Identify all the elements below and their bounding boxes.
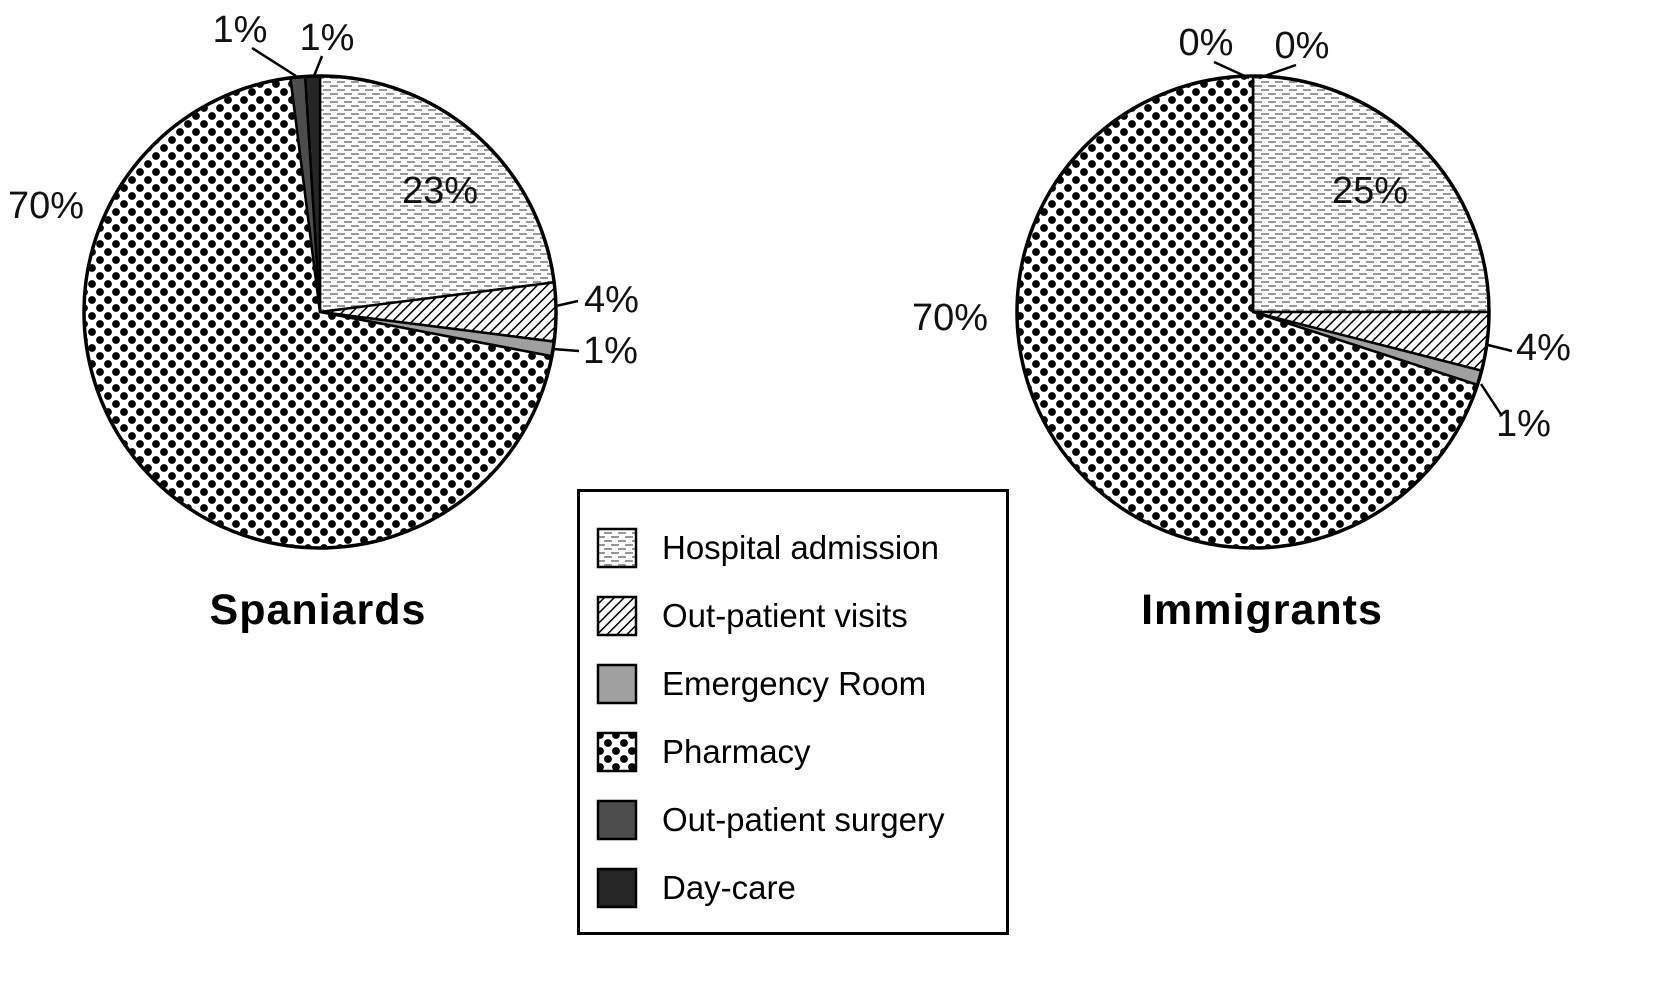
- value-label-pharmacy: 70%: [8, 185, 84, 227]
- pie-immigrants: 25% 4% 1% 70% 0% 0%: [912, 22, 1571, 550]
- legend-swatch-out-patient-visits: [596, 595, 638, 637]
- value-label-day-care: 1%: [300, 17, 355, 59]
- value-label-pharmacy: 70%: [912, 297, 988, 339]
- leader-line-out-patient-surgery: [1213, 60, 1250, 80]
- pie-outline: [82, 74, 558, 550]
- leader-line-out-patient-visits: [1487, 343, 1513, 353]
- legend-label-out-patient-visits: Out-patient visits: [662, 597, 908, 634]
- value-label-day-care: 0%: [1275, 25, 1330, 67]
- leader-line-day-care: [1258, 63, 1297, 80]
- legend-label-pharmacy: Pharmacy: [662, 733, 811, 770]
- legend-swatch-out-patient-surgery: [596, 799, 638, 841]
- legend-swatch-pharmacy: [596, 731, 638, 773]
- legend-swatch-day-care: [596, 867, 638, 909]
- legend-item: Day-care: [596, 854, 1006, 922]
- value-label-emergency-room: 1%: [1496, 403, 1551, 445]
- legend-swatch-hospital-admission: [596, 527, 638, 569]
- value-label-hospital-admission: 23%: [402, 170, 478, 212]
- pie-outline: [1015, 74, 1491, 550]
- legend-item: Out-patient visits: [596, 582, 1006, 650]
- legend-item: Out-patient surgery: [596, 786, 1006, 854]
- leader-line-day-care: [312, 55, 324, 77]
- legend-label-out-patient-surgery: Out-patient surgery: [662, 801, 945, 838]
- leader-line-emergency-room: [1479, 383, 1504, 417]
- pie-title-spaniards: Spaniards: [209, 586, 427, 634]
- legend-label-hospital-admission: Hospital admission: [662, 529, 939, 566]
- leader-line-emergency-room: [552, 347, 580, 353]
- leader-line-out-patient-visits: [555, 299, 579, 308]
- legend-label-day-care: Day-care: [662, 869, 796, 906]
- value-label-emergency-room: 1%: [583, 330, 638, 372]
- pie-title-immigrants: Immigrants: [1141, 586, 1383, 634]
- legend: Hospital admission Out-patient visits Em…: [577, 489, 1009, 935]
- legend-label-emergency-room: Emergency Room: [662, 665, 927, 702]
- value-label-out-patient-surgery: 1%: [213, 9, 268, 51]
- leader-line-out-patient-surgery: [251, 46, 297, 78]
- value-label-out-patient-surgery: 0%: [1179, 22, 1234, 64]
- legend-item: Pharmacy: [596, 718, 1006, 786]
- value-label-hospital-admission: 25%: [1332, 170, 1408, 212]
- pie-spaniards: 23% 4% 1% 70% 1% 1%: [8, 9, 639, 550]
- legend-item: Emergency Room: [596, 650, 1006, 718]
- value-label-out-patient-visits: 4%: [1516, 327, 1571, 369]
- legend-item: Hospital admission: [596, 514, 1006, 582]
- legend-swatch-emergency-room: [596, 663, 638, 705]
- value-label-out-patient-visits: 4%: [584, 279, 639, 321]
